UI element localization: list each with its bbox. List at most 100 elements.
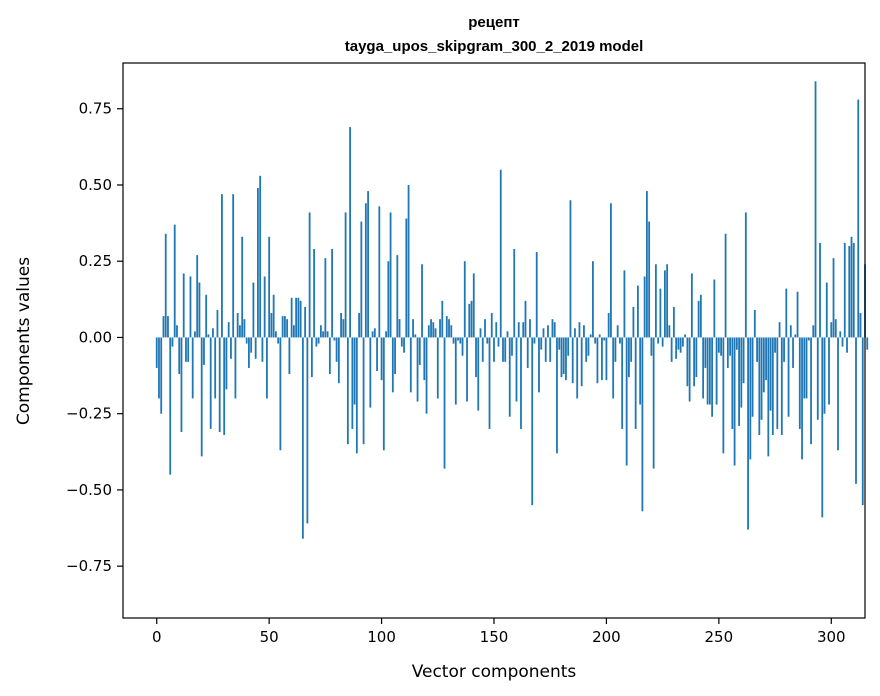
bar-269: [760, 337, 763, 420]
bar-304: [839, 331, 842, 338]
bar-153: [499, 169, 502, 338]
bar-281: [787, 337, 790, 417]
bar-169: [535, 252, 538, 338]
bar-25: [212, 328, 214, 338]
bar-166: [529, 319, 531, 338]
bar-48: [263, 276, 266, 338]
bar-56: [281, 316, 284, 338]
bar-233: [679, 337, 682, 353]
bar-22: [205, 294, 208, 338]
bar-88: [353, 337, 356, 405]
bar-81: [337, 337, 340, 384]
bar-311: [855, 337, 857, 484]
bar-290: [807, 337, 810, 341]
bar-299: [828, 337, 830, 405]
bar-27: [216, 310, 219, 338]
bar-291: [810, 337, 812, 445]
bar-294: [816, 337, 819, 420]
bar-63: [297, 297, 300, 338]
bar-240: [695, 337, 698, 378]
bar-237: [688, 337, 691, 402]
bar-305: [841, 337, 844, 347]
bar-68: [308, 212, 311, 338]
bar-313: [859, 313, 862, 338]
bar-292: [812, 325, 815, 338]
bar-28: [218, 337, 221, 432]
bar-16: [191, 337, 194, 399]
bar-132: [452, 337, 455, 344]
bar-115: [414, 334, 417, 338]
bar-145: [481, 337, 484, 362]
bar-61: [292, 325, 295, 338]
bar-276: [776, 337, 779, 429]
bar-10: [178, 337, 181, 375]
bar-58: [286, 319, 289, 338]
bar-33: [230, 337, 232, 359]
bar-179: [558, 337, 561, 350]
bar-263: [747, 337, 749, 530]
bar-225: [661, 337, 664, 347]
bar-31: [225, 337, 228, 390]
bar-271: [765, 337, 767, 381]
bar-227: [666, 264, 669, 338]
bar-204: [614, 337, 617, 362]
bar-1: [158, 337, 160, 399]
y-tick-label: 0.75: [79, 100, 112, 118]
bar-207: [621, 337, 624, 429]
bar-97: [373, 328, 376, 338]
bar-301: [832, 258, 835, 338]
bar-279: [783, 337, 785, 362]
x-tick-label: 250: [705, 628, 734, 646]
bar-93: [364, 203, 367, 338]
bar-83: [342, 319, 345, 338]
bar-183: [567, 337, 570, 356]
bar-260: [740, 337, 743, 408]
bar-187: [576, 337, 579, 399]
bar-41: [248, 337, 250, 368]
bar-310: [852, 242, 855, 338]
bar-286: [798, 337, 801, 429]
bar-213: [634, 337, 637, 429]
bar-13: [185, 337, 187, 362]
bar-59: [288, 337, 291, 375]
bar-32: [227, 322, 230, 338]
x-tick-label: 200: [592, 628, 621, 646]
bar-123: [432, 322, 435, 338]
bar-45: [257, 188, 259, 338]
bar-216: [641, 337, 644, 512]
bar-215: [639, 337, 642, 405]
bar-208: [623, 270, 626, 338]
bar-265: [751, 337, 754, 417]
bar-100: [380, 337, 383, 381]
bar-106: [394, 337, 396, 375]
bar-15: [189, 276, 192, 338]
bar-200: [605, 337, 608, 381]
bar-79: [333, 337, 336, 341]
bar-165: [526, 337, 529, 368]
y-tick-label: −0.50: [66, 481, 112, 499]
bar-270: [762, 337, 765, 393]
bar-287: [801, 337, 803, 460]
bar-184: [569, 200, 572, 338]
bar-127: [441, 300, 444, 338]
bar-24: [209, 337, 212, 429]
bar-86: [349, 127, 351, 338]
bar-296: [821, 337, 824, 518]
bar-306: [843, 242, 846, 338]
bar-248: [713, 279, 716, 338]
bar-6: [169, 337, 172, 475]
bars-group: [155, 81, 869, 539]
bar-134: [457, 337, 459, 341]
bar-96: [371, 331, 374, 338]
chart-title: рецепт: [468, 14, 519, 31]
bar-122: [430, 319, 432, 338]
bar-171: [540, 337, 543, 350]
bar-117: [418, 337, 421, 365]
bar-139: [468, 303, 471, 338]
bar-47: [261, 337, 264, 362]
bar-98: [376, 337, 378, 371]
bar-210: [628, 337, 630, 378]
bar-252: [722, 337, 725, 454]
bar-73: [319, 325, 322, 338]
bar-95: [369, 337, 372, 408]
